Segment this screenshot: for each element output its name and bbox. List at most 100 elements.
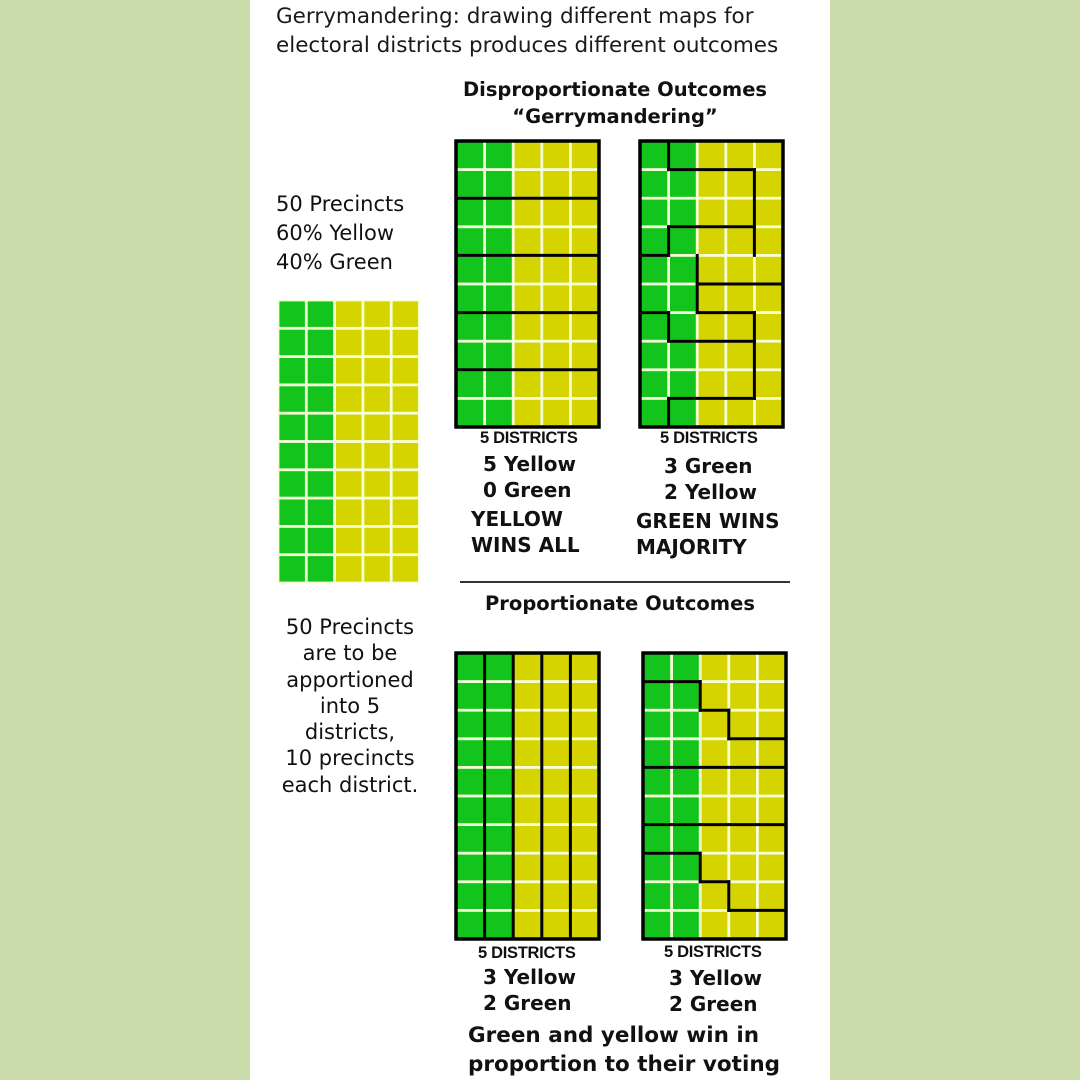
precinct-cell	[543, 142, 569, 169]
result-line: 2 Yellow	[664, 480, 758, 504]
precinct-cell	[570, 797, 599, 824]
precinct-cell	[670, 399, 696, 426]
precinct-cell	[513, 768, 542, 795]
precinct-cell	[392, 358, 419, 384]
precinct-cell	[513, 654, 542, 681]
precinct-cell	[644, 711, 671, 738]
precinct-cell	[336, 471, 362, 497]
precinct-cell	[644, 826, 671, 852]
precinct-cell	[670, 256, 696, 283]
precinct-cell	[641, 171, 668, 197]
precinct-cell	[644, 883, 671, 909]
precinct-cell	[755, 314, 782, 340]
precinct-cell	[698, 256, 725, 283]
precinct-cell	[513, 911, 542, 938]
precinct-cell	[486, 142, 512, 169]
precinct-cell	[513, 826, 542, 852]
precinct-cell	[307, 556, 334, 582]
verdict-line: MAJORITY	[636, 535, 747, 559]
heading-subtitle: “Gerrymandering”	[512, 105, 718, 128]
districts-label: 5 DISTRICTS	[480, 429, 578, 447]
verdict-line: WINS ALL	[471, 533, 580, 557]
precinct-cell	[570, 911, 599, 938]
precinct-cell	[644, 911, 671, 938]
precinct-grid-overview	[278, 300, 420, 583]
precinct-cell	[279, 329, 305, 356]
precinct-cell	[486, 314, 512, 340]
precinct-cell	[644, 797, 671, 824]
precinct-cell	[513, 797, 542, 824]
precinct-cell	[513, 683, 542, 709]
result-line: 2 Green	[669, 992, 758, 1016]
precinct-cell	[730, 797, 756, 824]
precinct-cell	[392, 471, 419, 497]
precinct-cell	[641, 256, 668, 283]
precinct-cell	[571, 314, 598, 340]
precinct-cell	[571, 171, 598, 197]
precinct-cell	[673, 797, 699, 824]
verdict-line: GREEN WINS	[636, 509, 780, 533]
precinct-cell	[364, 556, 390, 582]
precinct-cell	[456, 683, 485, 709]
precinct-cell	[336, 329, 362, 356]
precinct-cell	[541, 883, 571, 909]
precinct-cell	[364, 442, 390, 469]
result-line: 0 Green	[483, 478, 572, 502]
summary-precincts: 50 Precincts	[276, 192, 405, 216]
precinct-cell	[730, 911, 756, 938]
result-line: 3 Yellow	[669, 966, 763, 990]
precinct-cell	[570, 683, 599, 709]
map-border	[638, 139, 785, 429]
precinct-cell	[514, 171, 541, 197]
precinct-cell	[701, 826, 728, 852]
map-b-results: 3 Green 2 Yellow	[664, 453, 757, 505]
map-border	[641, 651, 788, 941]
precinct-cell	[570, 854, 599, 881]
precinct-cell	[457, 371, 484, 397]
precinct-cell	[644, 740, 671, 766]
precinct-cell	[486, 256, 512, 283]
precinct-cell	[730, 768, 756, 795]
precinct-cell	[514, 142, 541, 169]
precinct-cell	[307, 358, 334, 384]
precinct-cell	[673, 826, 699, 852]
precinct-cell	[514, 371, 541, 397]
precinct-cell	[641, 399, 668, 426]
map-a-verdict: YELLOW WINS ALL	[471, 506, 580, 558]
precinct-cell	[514, 285, 541, 312]
precinct-cell	[279, 499, 305, 525]
precinct-cell	[727, 285, 753, 312]
precinct-cell	[543, 199, 569, 226]
precinct-cell	[698, 228, 725, 254]
precinct-cell	[392, 442, 419, 469]
precinct-cell	[514, 199, 541, 226]
proportionate-conclusion: Green and yellow win in proportion to th…	[468, 1021, 780, 1079]
precinct-cell	[457, 228, 484, 254]
precinct-cell	[541, 654, 571, 681]
district-map-columns	[454, 651, 601, 941]
map-b-verdict: GREEN WINS MAJORITY	[636, 508, 780, 560]
precinct-cell	[698, 285, 725, 312]
precinct-cell	[279, 386, 305, 412]
precinct-cell	[758, 911, 785, 938]
precinct-cell	[279, 414, 305, 441]
explanation-line: apportioned	[286, 667, 414, 692]
precinct-cell	[486, 399, 512, 426]
proportionate-heading: Proportionate Outcomes	[485, 592, 755, 615]
explanation-line: 50 Precincts	[285, 615, 415, 639]
precinct-cell	[307, 329, 334, 356]
precinct-cell	[457, 285, 484, 312]
precinct-cell	[336, 358, 362, 384]
precinct-cell	[486, 285, 512, 312]
precinct-cell	[571, 228, 598, 254]
precinct-cell	[641, 371, 668, 397]
precinct-cell	[279, 358, 305, 384]
precinct-cell	[457, 314, 484, 340]
precinct-cell	[486, 228, 512, 254]
precinct-cell	[758, 768, 785, 795]
title-line-1: Gerrymandering: drawing different maps f…	[276, 4, 754, 29]
precinct-cell	[727, 371, 753, 397]
precinct-cell	[364, 499, 390, 525]
precinct-cell	[701, 854, 728, 881]
precinct-cell	[670, 371, 696, 397]
